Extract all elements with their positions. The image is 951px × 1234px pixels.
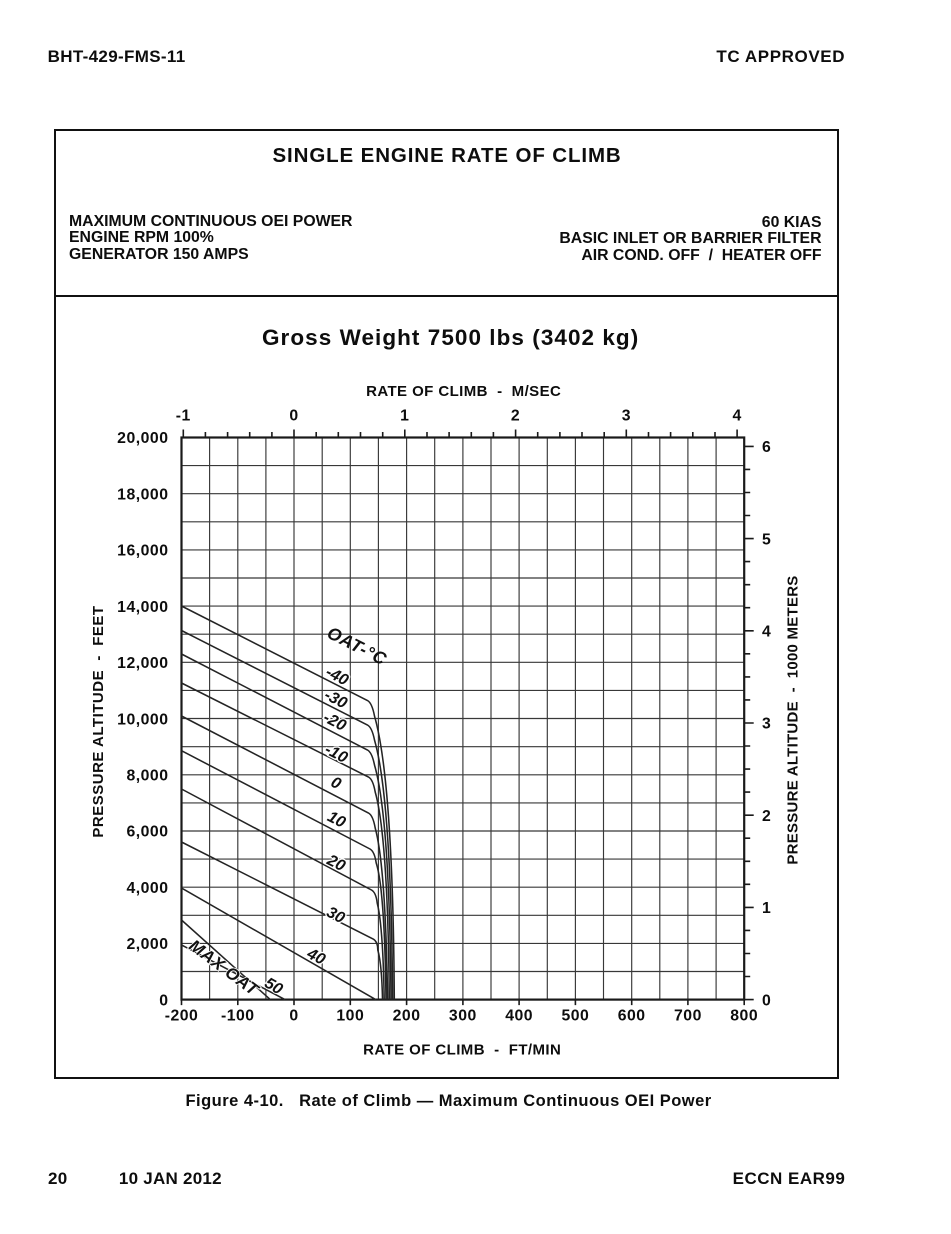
svg-text:0: 0	[328, 774, 344, 793]
svg-text:40: 40	[303, 945, 328, 969]
svg-text:RATE OF CLIMB - M/SEC: RATE OF CLIMB - M/SEC	[366, 383, 561, 400]
svg-text:-40: -40	[323, 664, 351, 690]
svg-text:2: 2	[511, 408, 520, 425]
svg-text:14,000: 14,000	[117, 599, 168, 616]
svg-text:300: 300	[449, 1008, 477, 1025]
svg-text:1: 1	[762, 900, 771, 917]
svg-text:1: 1	[400, 408, 409, 425]
svg-text:PRESSURE ALTITUDE - 1000 MET: PRESSURE ALTITUDE - 1000 METERS	[785, 575, 802, 864]
svg-text:16,000: 16,000	[117, 543, 168, 560]
svg-text:MAX OAT: MAX OAT	[185, 936, 262, 1000]
svg-text:10: 10	[325, 808, 349, 831]
svg-text:600: 600	[618, 1008, 646, 1025]
svg-text:2: 2	[762, 808, 771, 825]
svg-text:20,000: 20,000	[117, 430, 168, 447]
svg-text:3: 3	[762, 716, 771, 733]
svg-text:8,000: 8,000	[126, 767, 168, 784]
svg-text:100: 100	[336, 1008, 364, 1025]
svg-text:500: 500	[561, 1008, 589, 1025]
svg-text:0: 0	[762, 992, 771, 1009]
svg-text:2,000: 2,000	[126, 936, 168, 953]
svg-text:0: 0	[289, 1008, 298, 1025]
svg-text:4,000: 4,000	[126, 880, 168, 897]
svg-text:PRESSURE ALTITUDE - FEET: PRESSURE ALTITUDE - FEET	[90, 605, 107, 837]
svg-text:RATE OF CLIMB - FT/MIN: RATE OF CLIMB - FT/MIN	[363, 1042, 561, 1059]
svg-text:12,000: 12,000	[117, 655, 168, 672]
svg-text:4: 4	[762, 623, 771, 640]
svg-text:200: 200	[393, 1008, 421, 1025]
svg-text:800: 800	[730, 1008, 758, 1025]
svg-text:-200: -200	[165, 1008, 199, 1025]
svg-text:-100: -100	[221, 1008, 255, 1025]
svg-text:5: 5	[762, 531, 771, 548]
svg-text:4: 4	[732, 408, 741, 425]
svg-text:10,000: 10,000	[117, 711, 168, 728]
svg-text:6: 6	[762, 439, 771, 456]
svg-text:3: 3	[622, 408, 631, 425]
svg-text:6,000: 6,000	[126, 824, 168, 841]
svg-text:700: 700	[674, 1008, 702, 1025]
svg-text:20: 20	[323, 851, 348, 875]
svg-text:-10: -10	[322, 741, 350, 767]
svg-text:0: 0	[159, 992, 168, 1009]
svg-text:0: 0	[289, 408, 298, 425]
svg-text:18,000: 18,000	[117, 486, 168, 503]
svg-text:400: 400	[505, 1008, 533, 1025]
svg-text:-1: -1	[176, 408, 191, 425]
